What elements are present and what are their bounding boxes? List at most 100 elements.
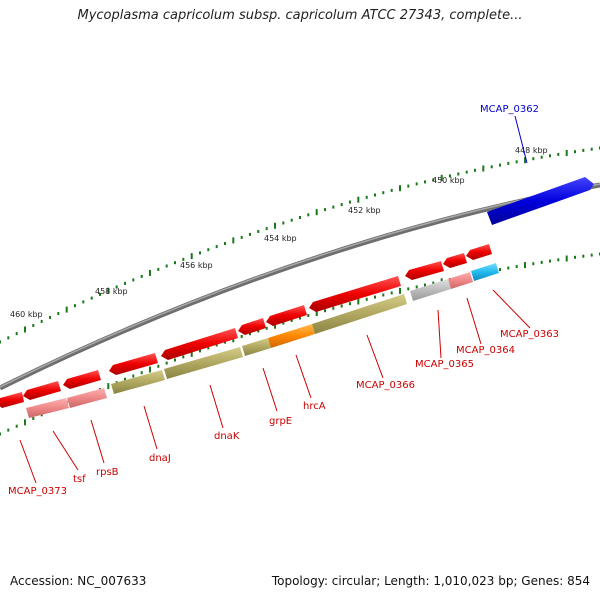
major-tick xyxy=(274,322,276,329)
scale-label: 454 kbp xyxy=(264,234,297,243)
minor-tick xyxy=(390,291,393,295)
feature-bar[interactable] xyxy=(67,388,107,408)
minor-tick xyxy=(240,335,243,338)
minor-tick xyxy=(157,267,160,271)
minor-tick xyxy=(215,245,218,249)
major-tick xyxy=(482,165,485,172)
major-tick xyxy=(357,298,360,305)
minor-tick xyxy=(207,248,210,252)
major-tick xyxy=(399,185,401,192)
minor-tick xyxy=(32,417,35,420)
minor-tick xyxy=(282,221,285,225)
minor-tick xyxy=(507,161,510,165)
scale-labels: 448 kbp 450 kbp 452 kbp 454 kbp 456 kbp … xyxy=(10,146,548,319)
minor-tick xyxy=(540,260,543,264)
minor-tick xyxy=(290,218,293,222)
gene-arrow[interactable] xyxy=(309,276,401,312)
gene-arrow[interactable] xyxy=(466,244,492,260)
minor-tick xyxy=(382,191,385,195)
gene-arrow[interactable] xyxy=(0,392,24,408)
minor-tick xyxy=(299,316,301,320)
minor-tick xyxy=(332,205,335,209)
minor-tick xyxy=(307,314,310,317)
minor-tick xyxy=(582,254,585,258)
minor-tick xyxy=(124,377,126,381)
scale-label: 448 kbp xyxy=(515,146,548,155)
minor-tick xyxy=(132,278,135,282)
gene-label-hrca[interactable]: hrcA xyxy=(303,401,326,412)
gene-label-mcap-0365[interactable]: MCAP_0365 xyxy=(415,359,474,370)
gene-label-dnaj[interactable]: dnaJ xyxy=(149,453,171,464)
minor-tick xyxy=(549,154,551,158)
minor-tick xyxy=(574,150,576,154)
minor-tick xyxy=(257,230,260,233)
gene-arrow[interactable] xyxy=(443,253,467,268)
major-tick xyxy=(190,350,193,357)
minor-tick xyxy=(415,285,418,289)
minor-tick xyxy=(265,326,268,330)
minor-tick xyxy=(15,332,18,336)
gene-label-tsf[interactable]: tsf xyxy=(73,474,86,485)
minor-tick xyxy=(349,200,351,204)
major-tick xyxy=(190,253,193,260)
minor-tick xyxy=(590,147,593,151)
minor-tick xyxy=(0,432,1,436)
gene-arrow[interactable] xyxy=(161,328,238,360)
minor-tick xyxy=(407,184,410,188)
gene-arrow[interactable] xyxy=(405,261,444,280)
feature-bar[interactable] xyxy=(410,279,451,301)
major-tick xyxy=(274,222,276,229)
gene-label-mcap-0373[interactable]: MCAP_0373 xyxy=(8,486,67,497)
feature-bar[interactable] xyxy=(471,263,499,281)
minor-tick xyxy=(282,321,285,325)
gene-arrow[interactable] xyxy=(266,305,307,326)
gene-label-mcap-0363[interactable]: MCAP_0363 xyxy=(500,329,559,340)
minor-tick xyxy=(124,281,126,285)
gene-arrow[interactable] xyxy=(238,318,266,335)
gene-label-rpsb[interactable]: rpsB xyxy=(96,467,119,478)
minor-tick xyxy=(165,264,168,268)
minor-tick xyxy=(574,255,576,259)
minor-tick xyxy=(540,155,543,159)
gene-label-mcap-0364[interactable]: MCAP_0364 xyxy=(456,345,515,356)
feature-bar[interactable] xyxy=(448,272,473,289)
gene-label-mcap-0366[interactable]: MCAP_0366 xyxy=(356,380,415,391)
minor-tick xyxy=(199,251,201,255)
minor-tick xyxy=(457,172,460,176)
minor-tick xyxy=(32,324,35,327)
minor-tick xyxy=(532,157,535,161)
minor-tick xyxy=(140,371,143,375)
feature-bar[interactable] xyxy=(242,338,271,356)
gene-label-dnak[interactable]: dnaK xyxy=(214,431,240,442)
gene-arrow[interactable] xyxy=(109,353,158,375)
accession-text: Accession: NC_007633 xyxy=(10,574,147,588)
gene-arrow-mcap-0362[interactable] xyxy=(487,177,594,225)
minor-tick xyxy=(57,312,60,315)
minor-tick xyxy=(582,148,585,152)
feature-bar[interactable] xyxy=(164,347,243,379)
gene-label-mcap-0362[interactable]: MCAP_0362 xyxy=(480,104,539,115)
minor-tick xyxy=(499,268,501,272)
feature-lane xyxy=(26,263,499,418)
minor-tick xyxy=(507,266,510,270)
scale-label: 450 kbp xyxy=(432,176,465,185)
minor-tick xyxy=(299,216,301,219)
feature-bar[interactable] xyxy=(26,398,69,418)
minor-tick xyxy=(532,262,535,266)
gene-arrow[interactable] xyxy=(23,381,61,400)
minor-tick xyxy=(249,332,251,336)
major-tick xyxy=(315,310,318,317)
gene-arrow[interactable] xyxy=(63,370,101,389)
gene-label-grpe[interactable]: grpE xyxy=(269,416,292,427)
minor-tick xyxy=(590,253,593,257)
feature-bar[interactable] xyxy=(268,324,315,348)
feature-bar[interactable] xyxy=(111,370,165,394)
feature-bar[interactable] xyxy=(312,294,407,334)
minor-tick xyxy=(307,213,310,217)
major-tick xyxy=(107,287,110,294)
scale-label: 456 kbp xyxy=(180,261,213,270)
minor-tick xyxy=(7,428,10,432)
major-tick xyxy=(232,237,235,244)
minor-tick xyxy=(157,364,160,368)
